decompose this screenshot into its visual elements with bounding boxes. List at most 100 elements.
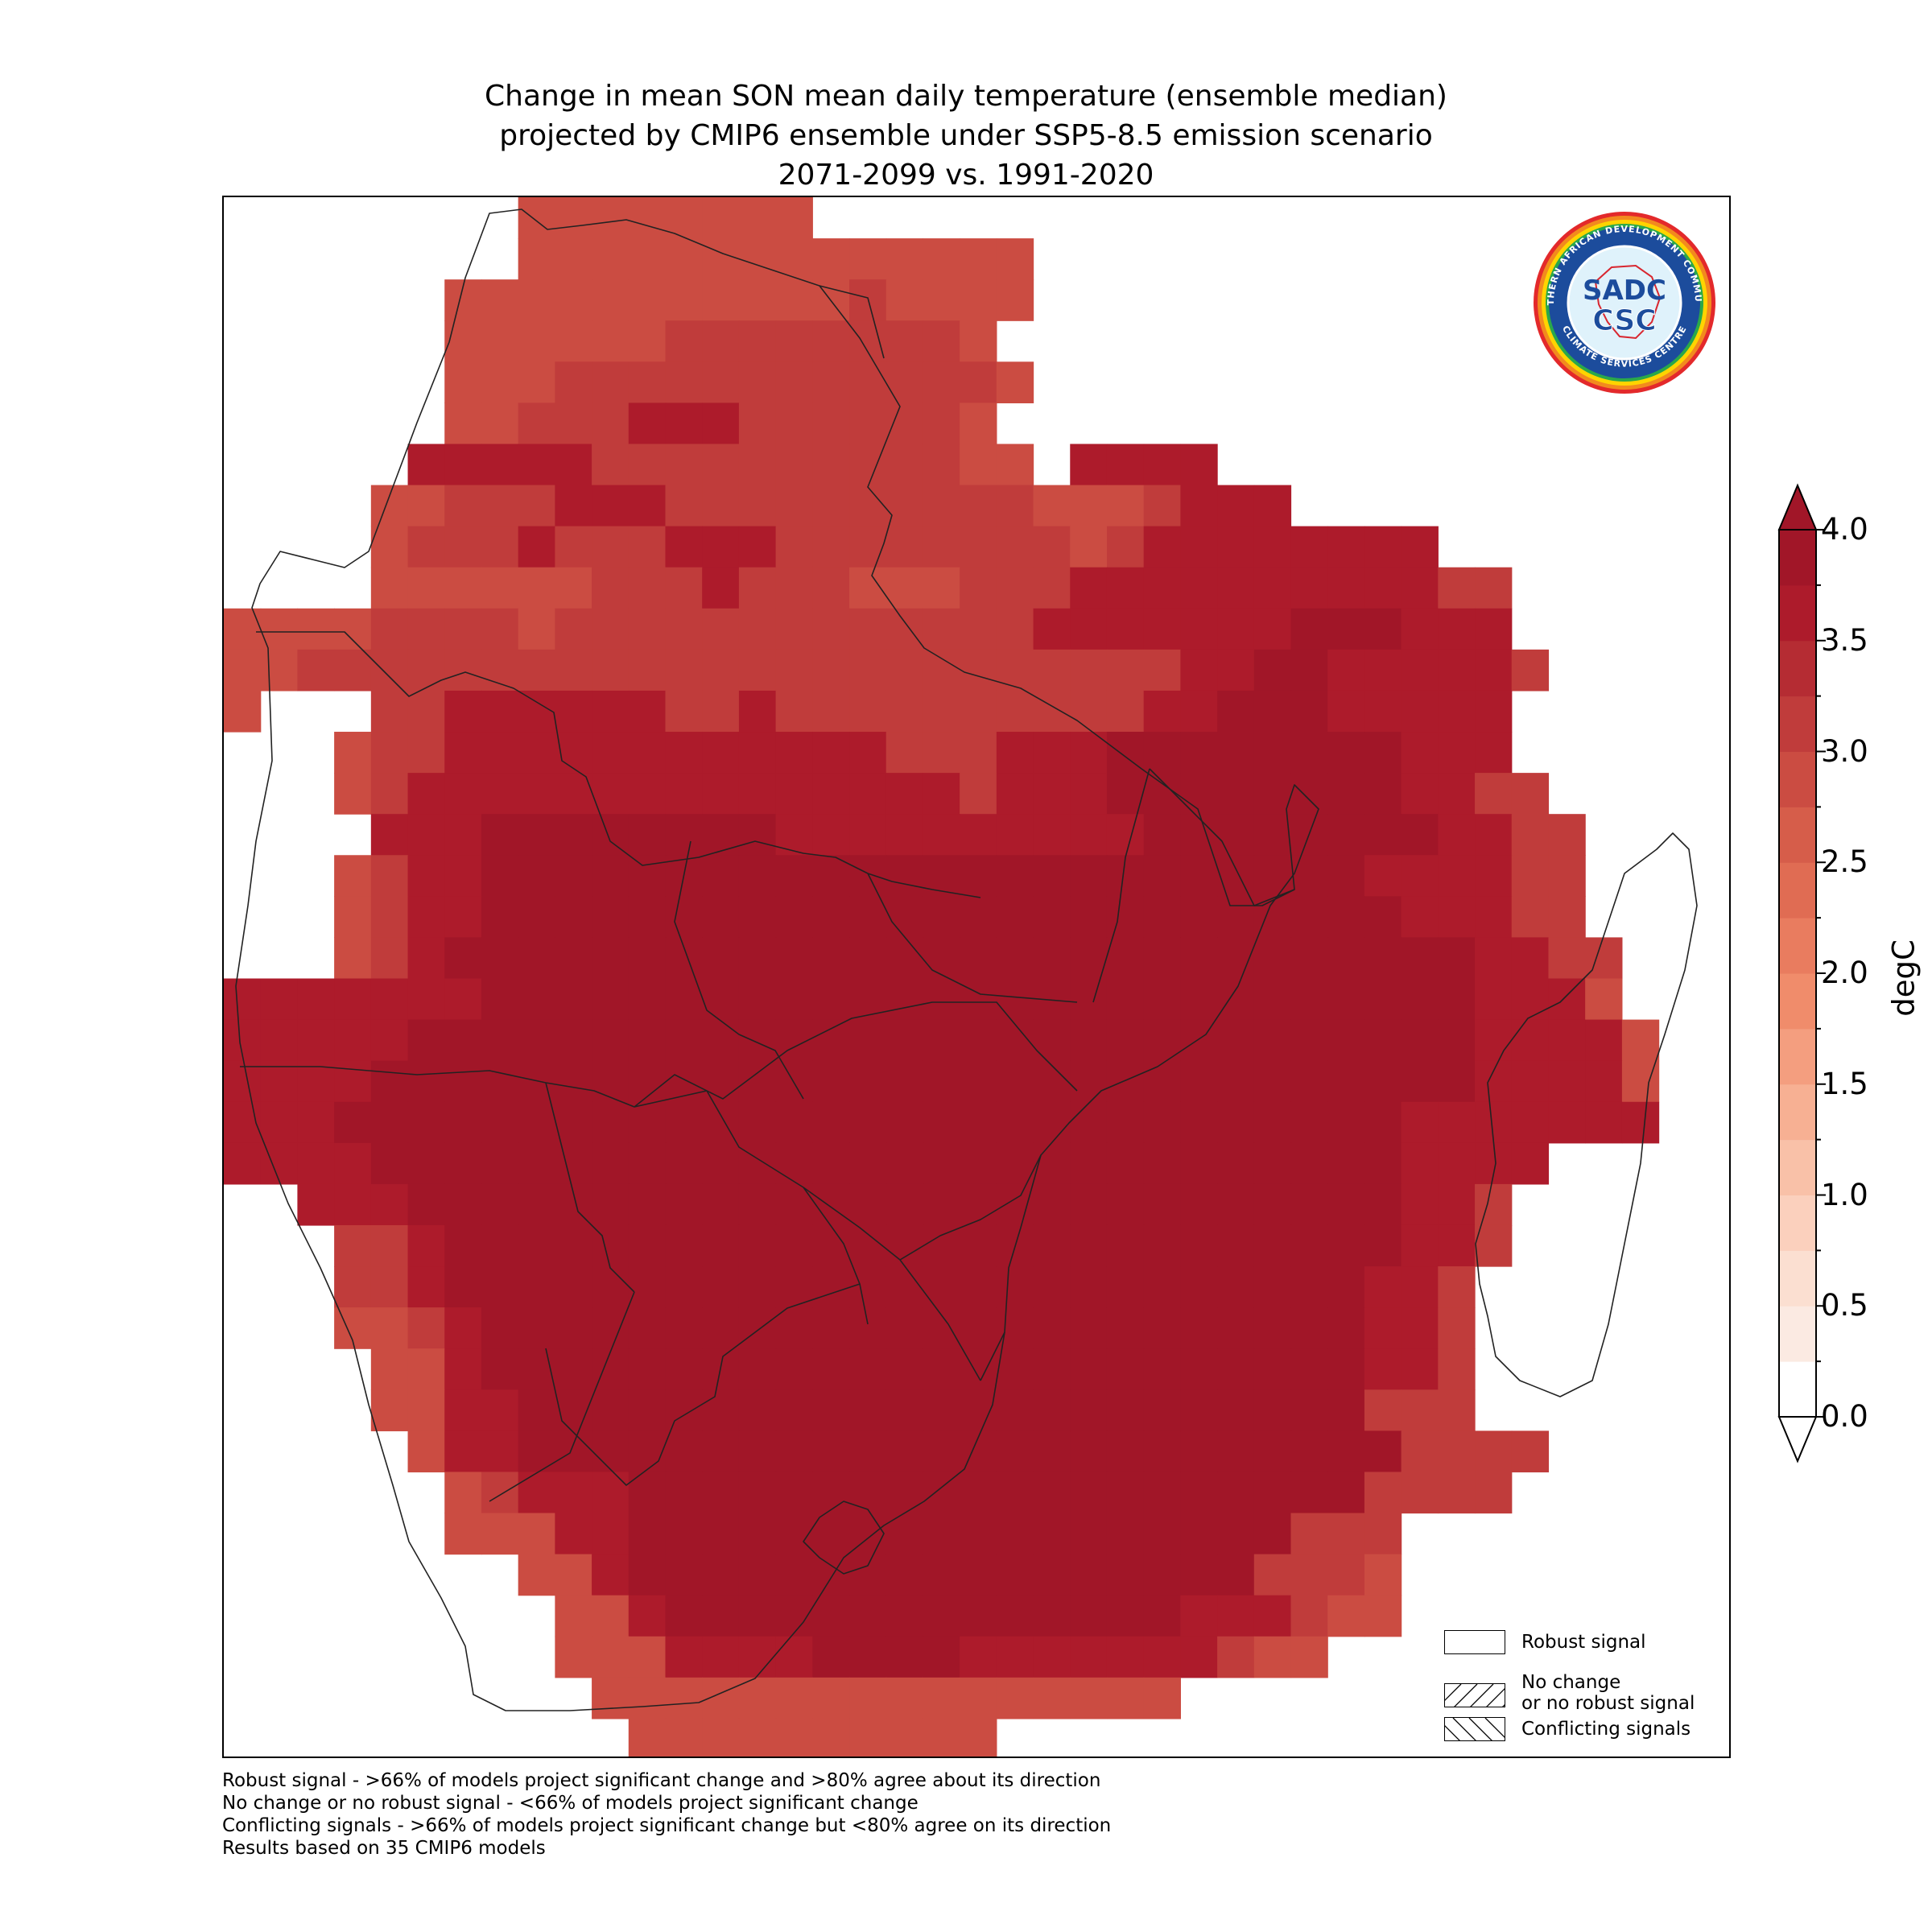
grid-cell [1438, 608, 1476, 650]
grid-cell [481, 814, 519, 856]
grid-cell [592, 320, 630, 362]
grid-cell [1070, 444, 1108, 486]
grid-cell [775, 814, 813, 856]
grid-cell [444, 1472, 482, 1514]
grid-cell [592, 1142, 630, 1185]
grid-cell [1253, 1142, 1292, 1185]
grid-cell [1511, 1142, 1550, 1185]
grid-cell [775, 1472, 813, 1514]
grid-cell [960, 1183, 997, 1226]
grid-cell [1180, 1389, 1218, 1431]
grid-cell [1364, 1389, 1402, 1431]
grid-cell [444, 1019, 482, 1062]
grid-cell [1217, 1060, 1255, 1103]
grid-cell [224, 649, 262, 691]
grid-cell [407, 855, 445, 897]
grid-cell [1143, 567, 1181, 609]
grid-cell [1327, 855, 1365, 897]
grid-cell [592, 690, 630, 733]
grid-cell [996, 978, 1034, 1021]
grid-cell [555, 1142, 592, 1185]
grid-cell [1438, 1224, 1476, 1267]
grid-cell [738, 1472, 777, 1514]
grid-cell [1217, 1224, 1255, 1267]
grid-cell [1401, 1472, 1439, 1514]
colorbar-tick-label: 1.5 [1821, 1066, 1868, 1101]
grid-cell [370, 773, 409, 815]
colorbar-segment [1779, 584, 1816, 642]
grid-cell [923, 1677, 960, 1719]
grid-cell [481, 1142, 519, 1185]
grid-cell [1511, 773, 1550, 815]
grid-cell [555, 1060, 592, 1103]
grid-cell [1106, 978, 1145, 1021]
grid-cell [481, 1348, 519, 1390]
grid-cell [996, 1266, 1034, 1308]
grid-cell [1033, 1636, 1071, 1678]
grid-cell [555, 1595, 592, 1637]
colorbar-tick-label: 2.5 [1821, 844, 1868, 880]
grid-cell [481, 1513, 519, 1555]
grid-cell [886, 567, 924, 609]
grid-cell [1401, 937, 1439, 980]
grid-cell [960, 485, 997, 527]
grid-cell [1511, 649, 1550, 691]
grid-cell [1290, 1389, 1328, 1431]
legend-row-no-change: No change or no robust signal [1441, 1672, 1715, 1714]
grid-cell [518, 1513, 555, 1555]
grid-cell [1143, 814, 1181, 856]
grid-cell [1070, 1307, 1108, 1349]
grid-cell [1511, 1101, 1550, 1144]
grid-cell [1033, 1307, 1071, 1349]
grid-cell [1475, 896, 1513, 939]
grid-cell [224, 1060, 262, 1103]
grid-cell [224, 690, 262, 733]
grid-cell [775, 279, 813, 321]
grid-cell [1217, 1636, 1255, 1678]
grid-cell [665, 567, 703, 609]
grid-cell [1070, 978, 1108, 1021]
grid-cell [592, 444, 630, 486]
grid-cell [849, 773, 887, 815]
grid-cell [738, 238, 777, 280]
grid-cell [738, 814, 777, 856]
grid-cell [555, 402, 592, 445]
grid-cell [775, 1430, 813, 1473]
grid-cell [775, 649, 813, 691]
grid-cell [812, 896, 850, 939]
grid-cell [1401, 773, 1439, 815]
grid-cell [1401, 567, 1439, 609]
colorbar-segment [1779, 530, 1816, 586]
grid-cell [555, 773, 592, 815]
grid-cell [1143, 1348, 1181, 1390]
grid-cell [886, 1718, 924, 1757]
grid-cell [1401, 526, 1439, 568]
grid-cell [1143, 855, 1181, 897]
grid-cell [1143, 1101, 1181, 1144]
grid-cell [923, 485, 960, 527]
grid-cell [665, 197, 703, 239]
grid-cell [1106, 1266, 1145, 1308]
grid-cell [923, 608, 960, 650]
grid-cell [1401, 1101, 1439, 1144]
grid-cell [849, 320, 887, 362]
grid-cell [518, 1389, 555, 1431]
grid-cell [923, 1472, 960, 1514]
grid-cell [738, 402, 777, 445]
colorbar-tick-label: 3.5 [1821, 622, 1868, 658]
grid-cell [1180, 567, 1218, 609]
grid-cell [1106, 485, 1145, 527]
grid-cell [775, 1636, 813, 1678]
grid-cell [1143, 896, 1181, 939]
grid-cell [1106, 1636, 1145, 1678]
grid-cell [1438, 855, 1476, 897]
grid-cell [518, 732, 555, 774]
grid-cell [1327, 937, 1365, 980]
grid-cell [960, 1595, 997, 1637]
grid-cell [1290, 1307, 1328, 1349]
grid-cell [592, 855, 630, 897]
grid-cell [775, 1513, 813, 1555]
grid-cell [960, 567, 997, 609]
grid-cell [592, 402, 630, 445]
grid-cell [1438, 1472, 1476, 1514]
